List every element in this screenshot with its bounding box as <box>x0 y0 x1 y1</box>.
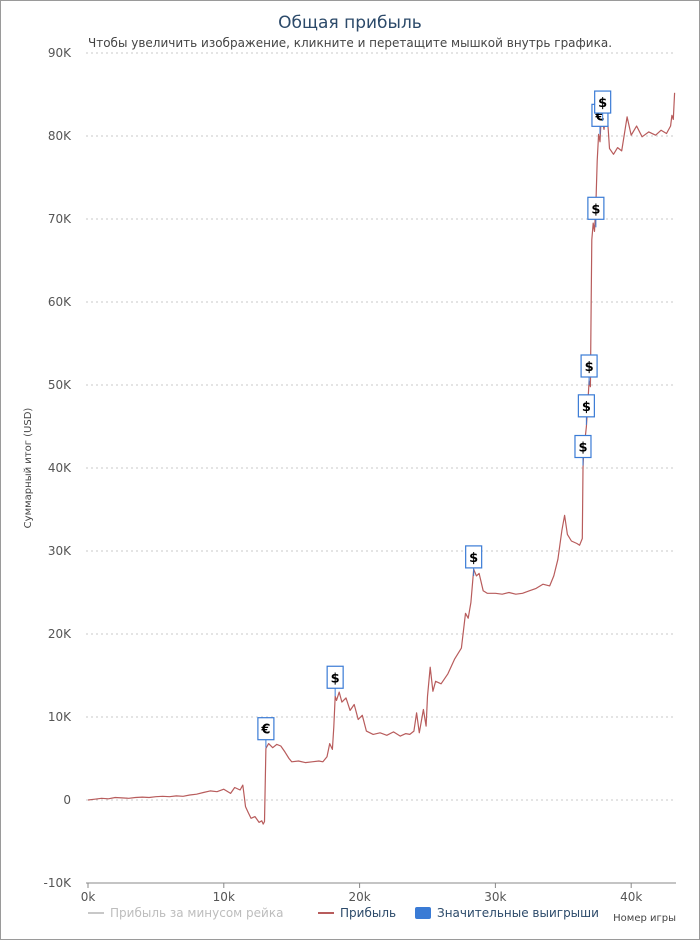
big-win-symbol: € <box>260 723 270 738</box>
big-win-flag[interactable]: $ <box>326 665 344 697</box>
legend-item[interactable]: Прибыль за минусом рейка <box>88 906 283 920</box>
big-win-symbol: $ <box>582 400 591 415</box>
series-group <box>87 92 676 825</box>
big-win-flag[interactable]: $ <box>580 354 598 385</box>
big-win-symbol: $ <box>331 671 340 686</box>
y-tick-label: 50K <box>48 378 72 392</box>
y-tick-label: 0 <box>63 793 71 807</box>
y-axis-ticks: -10K 0 10K 20K 30K 40K 50K 60K 70K 80K 90K <box>44 46 73 890</box>
grid-lines <box>86 52 676 801</box>
y-tick-label: 80K <box>48 129 72 143</box>
y-axis-title: Суммарный итог (USD) <box>23 408 34 529</box>
legend: Прибыль за минусом рейка Прибыль Значитель… <box>88 906 599 920</box>
legend-item[interactable]: Значительные выигрыши <box>415 906 599 920</box>
big-win-symbol: $ <box>585 360 594 375</box>
chart-subtitle: Чтобы увеличить изображение, кликните и … <box>88 36 612 50</box>
legend-label: Значительные выигрыши <box>437 906 599 920</box>
y-tick-label: -10K <box>44 876 73 890</box>
big-win-flag[interactable]: $ <box>594 90 612 122</box>
y-tick-label: 70K <box>48 212 72 226</box>
y-tick-label: 90K <box>48 46 72 60</box>
x-axis-title: Номер игры <box>613 913 676 924</box>
big-win-symbol: $ <box>591 202 600 217</box>
legend-item[interactable]: Прибыль <box>318 906 396 920</box>
y-tick-label: 10K <box>48 710 72 724</box>
big-win-symbol: $ <box>578 441 587 456</box>
y-tick-label: 40K <box>48 461 72 475</box>
y-tick-label: 30K <box>48 544 72 558</box>
big-win-symbol: $ <box>598 96 607 111</box>
chart-title: Общая прибыль <box>278 13 422 33</box>
big-win-flags: €$$$$$$€$ <box>257 90 612 748</box>
x-tick-label: 20k <box>348 890 370 904</box>
big-win-flag[interactable]: $ <box>574 434 592 466</box>
y-tick-label: 60K <box>48 295 72 309</box>
legend-label: Прибыль за минусом рейка <box>110 906 283 920</box>
big-win-symbol: $ <box>469 551 478 566</box>
x-tick-label: 40k <box>620 890 642 904</box>
legend-swatch <box>415 907 431 919</box>
big-win-flag[interactable]: $ <box>465 545 483 576</box>
big-win-flag[interactable]: $ <box>587 196 605 228</box>
profit-series-line[interactable] <box>87 92 676 825</box>
big-win-flag[interactable]: $ <box>577 394 595 425</box>
x-tick-label: 30k <box>484 890 506 904</box>
big-win-symbol: € <box>594 109 604 124</box>
x-tick-label: 10k <box>213 890 235 904</box>
x-axis-ticks: 0k 10k 20k 30k 40k <box>81 883 642 904</box>
x-tick-label: 0k <box>81 890 96 904</box>
legend-label: Прибыль <box>340 906 396 920</box>
big-win-flag[interactable]: € <box>257 717 275 748</box>
y-tick-label: 20K <box>48 627 72 641</box>
